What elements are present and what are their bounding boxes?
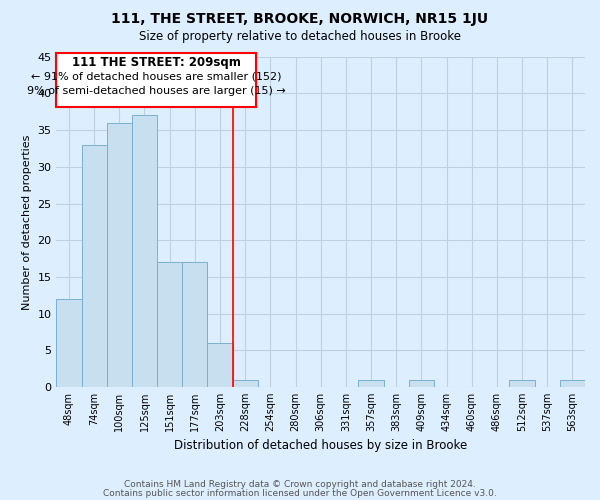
Bar [208,343,233,387]
Bar [233,380,258,387]
Y-axis label: Number of detached properties: Number of detached properties [22,134,32,310]
Bar [107,123,132,387]
Text: ← 91% of detached houses are smaller (152): ← 91% of detached houses are smaller (15… [31,72,281,82]
Text: 9% of semi-detached houses are larger (15) →: 9% of semi-detached houses are larger (1… [27,86,286,96]
Bar [157,262,182,387]
Text: Contains public sector information licensed under the Open Government Licence v3: Contains public sector information licen… [103,488,497,498]
Bar [560,380,585,387]
Text: Contains HM Land Registry data © Crown copyright and database right 2024.: Contains HM Land Registry data © Crown c… [124,480,476,489]
FancyBboxPatch shape [56,53,256,106]
Text: 111 THE STREET: 209sqm: 111 THE STREET: 209sqm [72,56,241,69]
Bar [56,299,82,387]
Bar [82,145,107,387]
Bar [182,262,208,387]
Text: 111, THE STREET, BROOKE, NORWICH, NR15 1JU: 111, THE STREET, BROOKE, NORWICH, NR15 1… [112,12,488,26]
Text: Size of property relative to detached houses in Brooke: Size of property relative to detached ho… [139,30,461,43]
Bar [132,116,157,387]
Bar [409,380,434,387]
Bar [358,380,383,387]
Bar [509,380,535,387]
X-axis label: Distribution of detached houses by size in Brooke: Distribution of detached houses by size … [174,440,467,452]
